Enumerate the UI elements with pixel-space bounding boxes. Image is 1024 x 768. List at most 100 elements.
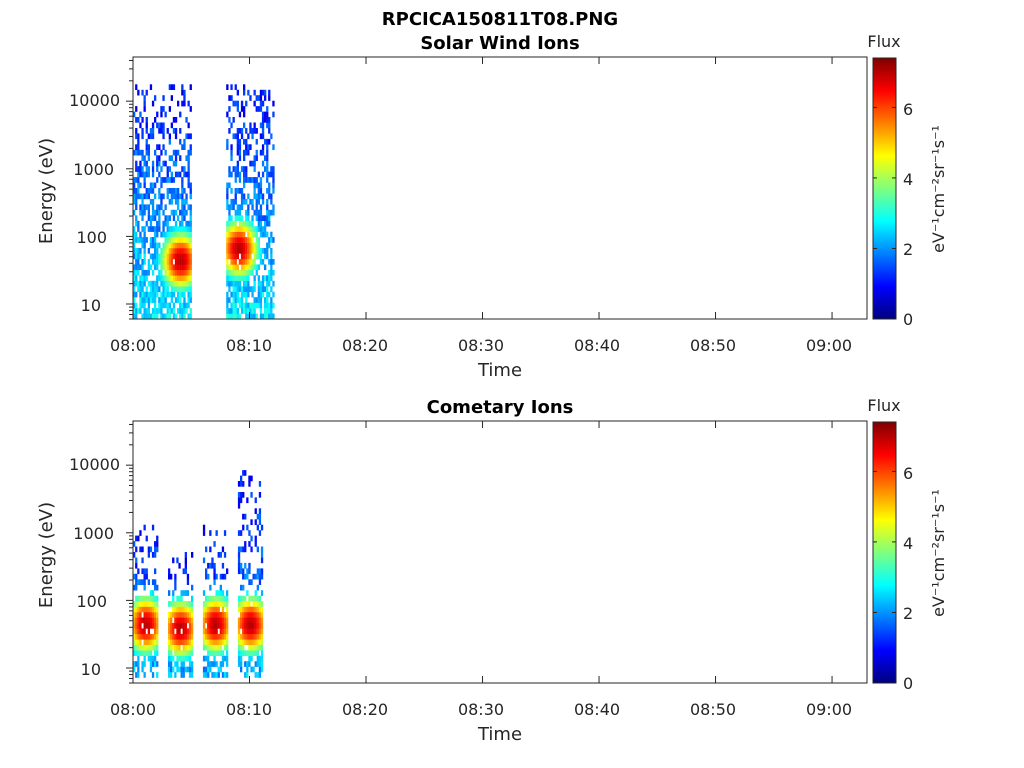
heatmap-cell xyxy=(219,617,222,624)
heatmap-cell xyxy=(133,297,136,303)
heatmap-cell xyxy=(213,612,216,618)
heatmap-cell xyxy=(202,644,206,651)
heatmap-cell xyxy=(179,259,182,265)
heatmap-cell xyxy=(191,612,194,618)
colorbar-tick-label: 6 xyxy=(903,464,913,483)
heatmap-cell xyxy=(189,182,192,189)
heatmap-cell xyxy=(158,275,161,281)
heatmap-cell xyxy=(226,628,229,635)
heatmap-cell xyxy=(135,280,138,287)
heatmap-cell xyxy=(154,308,157,314)
heatmap-cell xyxy=(246,590,249,596)
heatmap-cell xyxy=(139,280,142,287)
heatmap-cell xyxy=(145,606,148,613)
heatmap-cell xyxy=(221,633,225,640)
heatmap-cell xyxy=(145,601,148,607)
heatmap-cell xyxy=(186,644,190,651)
heatmap-cell xyxy=(246,573,249,580)
heatmap-cell xyxy=(236,275,239,281)
heatmap-cell xyxy=(133,601,136,607)
heatmap-cell xyxy=(256,601,259,607)
heatmap-cell xyxy=(240,188,244,194)
heatmap-cell xyxy=(236,280,239,287)
heatmap-cell xyxy=(240,302,244,309)
heatmap-cell xyxy=(191,584,194,591)
heatmap-cell xyxy=(141,579,144,585)
heatmap-cell xyxy=(238,144,242,150)
heatmap-cell xyxy=(189,193,192,200)
heatmap-cell xyxy=(215,661,218,667)
heatmap-cell xyxy=(143,628,146,635)
heatmap-cell xyxy=(166,302,169,309)
heatmap-cell xyxy=(174,612,177,618)
heatmap-cell xyxy=(234,133,237,140)
heatmap-cell xyxy=(147,215,150,221)
heatmap-cell xyxy=(232,286,235,292)
heatmap-cell xyxy=(179,280,182,287)
heatmap-cell xyxy=(238,215,242,221)
heatmap-cell xyxy=(154,117,157,123)
heatmap-cell xyxy=(183,269,186,276)
heatmap-cell xyxy=(135,215,138,221)
heatmap-cell xyxy=(135,149,138,156)
heatmap-cell xyxy=(228,220,231,227)
heatmap-cell xyxy=(254,644,257,651)
heatmap-cell xyxy=(260,612,264,618)
heatmap-cell xyxy=(145,612,148,618)
heatmap-cell xyxy=(147,280,150,287)
heatmap-cell xyxy=(162,106,165,112)
heatmap-cell xyxy=(270,253,273,260)
heatmap-cell xyxy=(243,111,246,118)
heatmap-cell xyxy=(219,584,222,591)
heatmap-cell xyxy=(266,188,269,194)
heatmap-cell xyxy=(177,275,180,281)
heatmap-cell xyxy=(191,552,194,558)
heatmap-cell xyxy=(247,193,250,200)
heatmap-cell xyxy=(187,297,190,303)
heatmap-cell xyxy=(234,280,237,287)
heatmap-cell xyxy=(135,579,138,585)
heatmap-cell xyxy=(258,672,262,678)
heatmap-cell xyxy=(221,672,225,678)
heatmap-cell xyxy=(170,155,173,161)
heatmap-cell xyxy=(170,612,173,618)
heatmap-cell xyxy=(189,149,192,156)
heatmap-cell xyxy=(135,237,138,243)
heatmap-cell xyxy=(247,231,250,238)
heatmap-cell xyxy=(141,275,144,281)
heatmap-cell xyxy=(181,144,184,150)
heatmap-cell xyxy=(237,595,241,602)
heatmap-cell xyxy=(147,617,150,624)
heatmap-cell xyxy=(242,628,245,635)
heatmap-cell xyxy=(258,579,262,585)
heatmap-cell xyxy=(141,198,144,205)
heatmap-cell xyxy=(177,226,180,232)
heatmap-cell xyxy=(234,248,237,254)
heatmap-cell xyxy=(219,595,222,602)
heatmap-cell xyxy=(170,297,173,303)
heatmap-cell xyxy=(135,633,138,640)
heatmap-cell xyxy=(245,291,248,298)
heatmap-cell xyxy=(181,280,184,287)
heatmap-cell xyxy=(139,286,142,292)
heatmap-cell xyxy=(226,144,229,150)
heatmap-cell xyxy=(179,269,182,276)
heatmap-cell xyxy=(248,530,251,536)
heatmap-cell xyxy=(207,562,210,569)
heatmap-cell xyxy=(245,128,248,134)
heatmap-cell xyxy=(230,149,233,156)
heatmap-cell xyxy=(243,237,246,243)
heatmap-cell xyxy=(240,497,243,504)
heatmap-cell xyxy=(228,226,231,232)
heatmap-cell xyxy=(236,188,239,194)
heatmap-cell xyxy=(176,617,179,624)
heatmap-cell xyxy=(187,155,190,161)
heatmap-cell xyxy=(247,149,250,156)
heatmap-cell xyxy=(249,259,252,265)
heatmap-cell xyxy=(264,155,267,161)
heatmap-cell xyxy=(244,650,247,656)
heatmap-cell xyxy=(259,297,263,303)
heatmap-cell xyxy=(177,280,180,287)
x-tick-label: 08:00 xyxy=(110,700,156,719)
heatmap-cell xyxy=(258,628,262,635)
